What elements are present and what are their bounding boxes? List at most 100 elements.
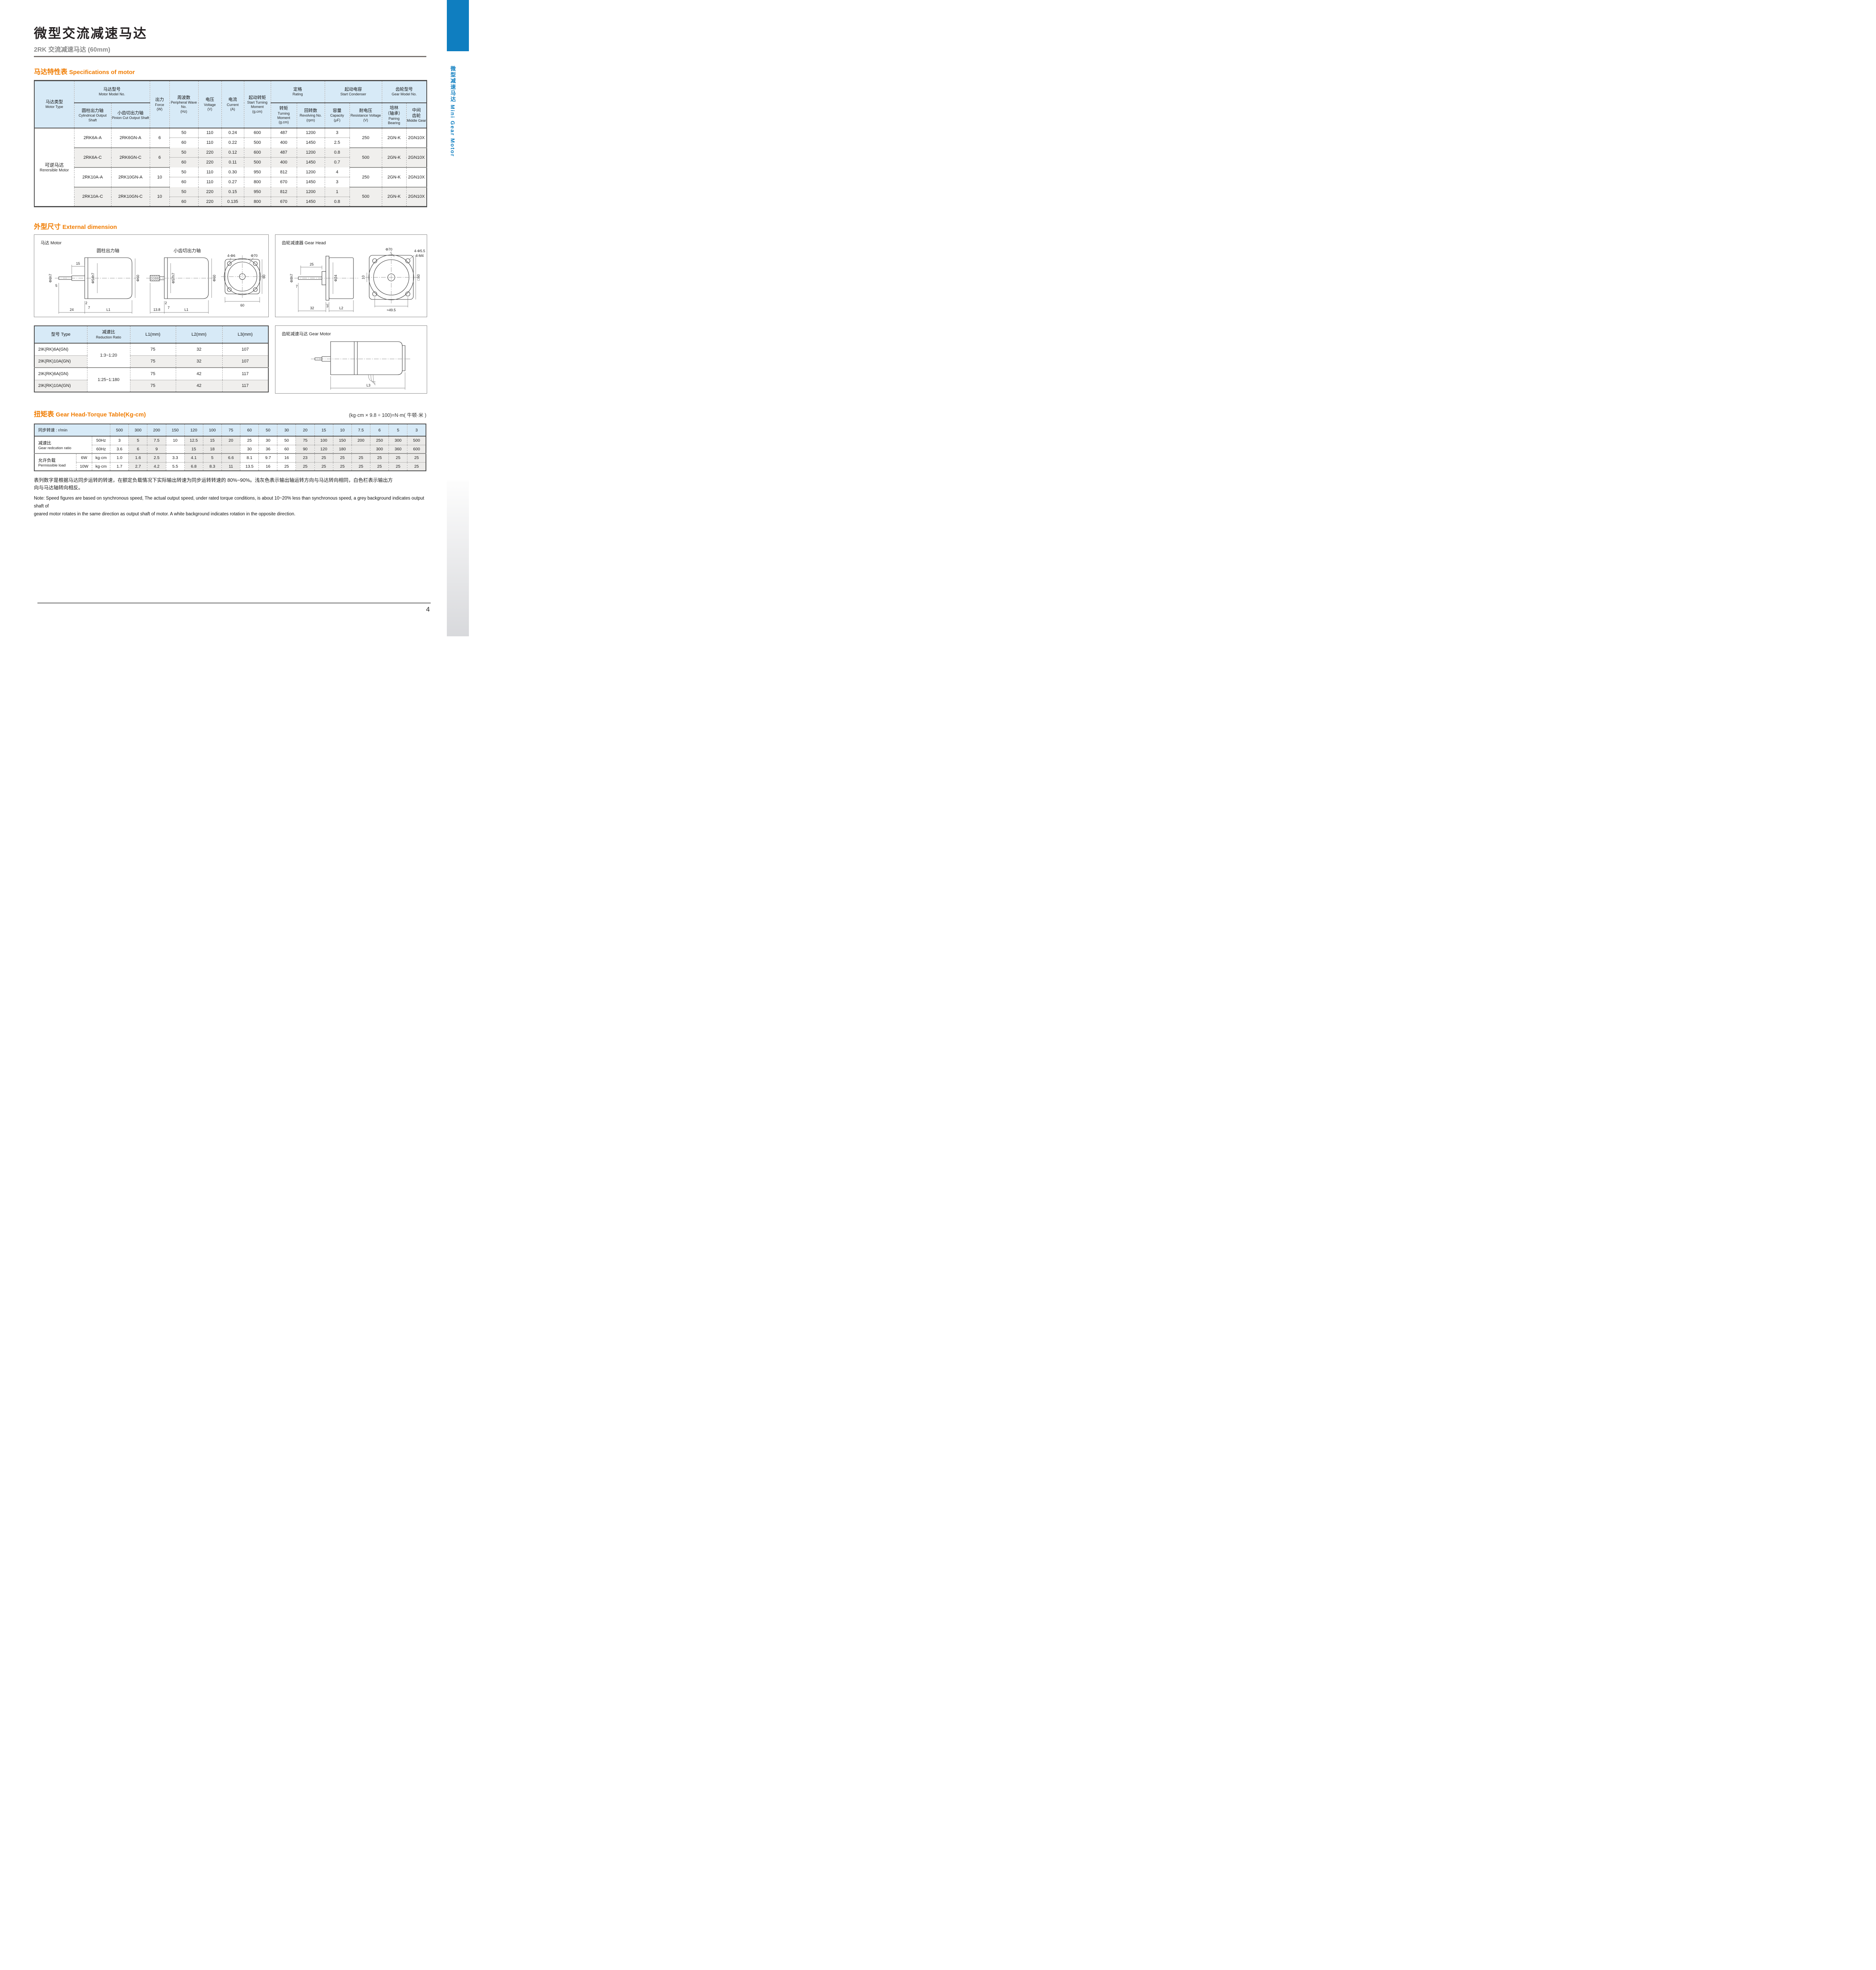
section-title-torque-zh: 扭矩表: [34, 411, 54, 418]
torque-cell: 4.2: [147, 462, 166, 471]
torque-cell: 36: [258, 445, 277, 454]
spec-cell: 812: [270, 187, 297, 197]
torque-cell: 150: [333, 436, 352, 445]
spec-cell: 250: [349, 167, 382, 188]
dim-cell: 1:25~1:180: [87, 368, 130, 392]
spec-header-cell: 容量 Capacity (μF): [324, 102, 350, 128]
section-title-torque-en: Gear Head-Torque Table(Kg-cm): [56, 411, 146, 418]
torque-header-cell: 5: [389, 424, 407, 437]
spec-row: 60 220 0.11 500 400 1450 0.7: [34, 157, 427, 167]
dim-cell: 75: [130, 343, 176, 356]
torque-cell: 6.8: [184, 462, 203, 471]
spec-row: 2RK6A-C 2RK6GN-C 6 50 220 0.12 600 487 1…: [34, 147, 427, 168]
notes-block: 表列数字是根据马达同步运转的转速，在额定负载情况下实际输出转速为同步运转转速的 …: [34, 477, 426, 518]
spec-cell: 2GN-K: [381, 187, 407, 207]
torque-cell: 25: [351, 453, 370, 463]
dim-sq60: □60: [416, 274, 420, 280]
spec-cell: 50: [169, 128, 198, 138]
torque-sub-label: 6W: [76, 453, 92, 463]
torque-sub-label: kg·cm: [91, 453, 110, 463]
dimension-table: 型号 Type 减速比 Reduction Ratio L1(mm) L2(mm)…: [34, 325, 269, 392]
dim-h60: 60: [262, 275, 266, 279]
section-title-specs-zh: 马达特性表: [34, 68, 67, 76]
torque-cell: 30: [240, 445, 259, 454]
torque-cell: [351, 445, 370, 454]
spec-cell: 2GN-K: [381, 167, 407, 188]
dim-6h7: Φ6h7: [48, 274, 52, 282]
spec-cell: 1200: [296, 147, 325, 158]
torque-cell: 3.3: [165, 453, 185, 463]
spec-row: 60 110 0.22 500 400 1450 2.5: [34, 138, 427, 148]
gear-head-front-view: [365, 251, 417, 307]
dim-7b: 7: [167, 306, 169, 310]
torque-cell: 5: [128, 436, 147, 445]
dim-2: 2: [85, 301, 87, 305]
torque-cell: 7.5: [147, 436, 166, 445]
spec-row: 可逆马达 Rerersible Motor 2RK6A-A 2RK6GN-A 6 …: [34, 128, 427, 207]
spec-cell: 2RK10A-C: [74, 187, 111, 207]
dim-5: 5: [55, 284, 57, 288]
spec-header-cell: 电流 Current (A): [221, 80, 244, 128]
torque-cell: 25: [407, 462, 426, 471]
torque-cell: 1.0: [110, 453, 129, 463]
torque-header-cell: 7.5: [351, 424, 370, 437]
spec-cell: 110: [198, 167, 221, 177]
spec-cell: 1200: [296, 128, 325, 138]
spec-header-cell: 出力 Force (W): [149, 80, 169, 128]
dim-13-8: 13.8: [153, 308, 160, 312]
spec-header-cell: 马达型号 Motor Model No.: [74, 80, 150, 103]
section-title-torque: 扭矩表 Gear Head-Torque Table(Kg-cm): [34, 409, 146, 418]
motor-side-view-cylindrical: [55, 257, 136, 314]
spec-cell: 500: [244, 157, 271, 167]
dim-row: 2IK(RK)10A(GN) 75 32 107: [34, 355, 268, 368]
cylindrical-shaft-label: 圆柱出力轴: [97, 248, 119, 253]
spec-cell: 2GN-K: [381, 147, 407, 168]
motor-box-label: 马达 Motor: [41, 240, 62, 245]
spec-cell: 600: [244, 147, 271, 158]
torque-header-cell: 50: [258, 424, 277, 437]
spec-cell: 60: [169, 177, 198, 187]
torque-cell: 250: [370, 436, 389, 445]
dim-4-phi55: 4-Φ5.5: [414, 249, 425, 253]
torque-cell: 90: [296, 445, 315, 454]
note-en-line2: geared motor rotates in the same directi…: [34, 512, 296, 517]
spec-header-cell: 圆柱出力轴 Cylindrical Output Shaft: [74, 102, 111, 128]
torque-cell: 8.1: [240, 453, 259, 463]
spec-cell: 2RK10GN-C: [111, 187, 150, 207]
spec-cell: 60: [169, 138, 198, 148]
spec-cell: 50: [169, 187, 198, 197]
torque-header-cell: 75: [221, 424, 240, 437]
gear-head-box-label: 齿轮减速器 Gear Head: [282, 240, 326, 245]
torque-cell: 25: [240, 436, 259, 445]
torque-cell: 16: [277, 453, 296, 463]
motor-front-view: [221, 255, 264, 303]
torque-cell: 75: [296, 436, 315, 445]
spec-cell: 2GN10X: [406, 128, 427, 148]
torque-cell: 360: [389, 445, 407, 454]
torque-cell: 200: [351, 436, 370, 445]
torque-cell: 60: [277, 445, 296, 454]
dim-2b: 2: [165, 301, 167, 305]
dim-cell: 2IK(RK)6A(GN): [34, 368, 87, 380]
spec-cell: 0.24: [221, 128, 244, 138]
dim-cell: 32: [175, 355, 222, 368]
torque-cell: 6: [128, 445, 147, 454]
spec-cell: 400: [270, 157, 297, 167]
header-rule: [34, 56, 426, 57]
torque-cell: 25: [277, 462, 296, 471]
spec-cell: 0.15: [221, 187, 244, 197]
spec-cell: 60: [169, 197, 198, 207]
spec-header-cell: 电压 Voltage (V): [198, 80, 221, 128]
dim-24-gh: Φ24: [334, 275, 338, 281]
dim-60: Φ60: [136, 275, 140, 281]
torque-header-cell: 3: [407, 424, 426, 437]
dim-cell: 42: [175, 380, 222, 392]
gear-motor-box: 齿轮减速马达 Gear Motor L3: [275, 325, 427, 394]
torque-row-6w: 允许负载 Permissible load 6W kg·cm 1.0 1.6 2.…: [34, 453, 426, 471]
page-title: 微型交流减速马达: [34, 26, 147, 41]
dim-cell: 42: [175, 368, 222, 380]
motor-dimension-drawing: 马达 Motor 圆柱出力轴 小齿切出力轴 15 Φ6h7 5 Φ54h7 Φ6…: [41, 240, 266, 314]
gear-motor-drawing: 齿轮减速马达 Gear Motor L3: [282, 331, 411, 390]
spec-cell: 0.135: [221, 197, 244, 207]
dim-cell: 117: [222, 368, 268, 380]
